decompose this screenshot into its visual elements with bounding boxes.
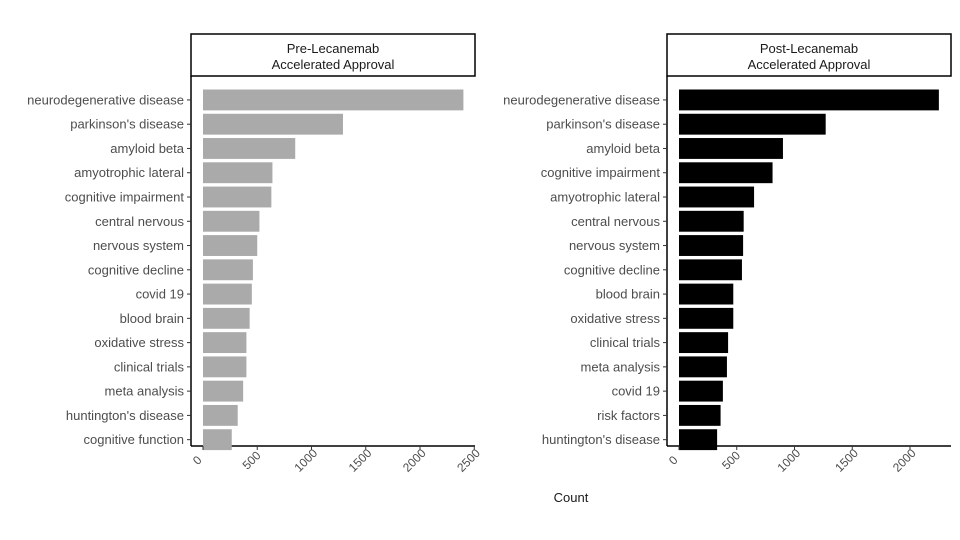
x-tick-label: 2000 — [890, 446, 919, 475]
bar — [203, 235, 258, 256]
category-label: cognitive decline — [88, 262, 184, 277]
category-label: meta analysis — [105, 384, 185, 399]
category-label: cognitive impairment — [541, 165, 661, 180]
bar — [679, 380, 723, 402]
x-tick-label: 1000 — [774, 446, 803, 475]
x-tick-label: 500 — [719, 448, 743, 472]
bar — [203, 186, 272, 208]
facet-title-line2: Accelerated Approval — [748, 57, 871, 72]
category-label: clinical trials — [590, 335, 661, 350]
bar — [679, 186, 755, 208]
category-label: nervous system — [93, 238, 184, 253]
category-label: neurodegenerative disease — [27, 92, 184, 107]
bar — [203, 138, 296, 159]
bar — [203, 404, 238, 426]
x-tick-label: 1000 — [291, 446, 320, 475]
bar — [679, 332, 729, 354]
category-label: cognitive function — [84, 432, 184, 447]
facet-title-line1: Pre-Lecanemab — [287, 41, 380, 56]
bar — [203, 283, 252, 305]
category-label: cognitive decline — [564, 262, 660, 277]
bar — [203, 429, 232, 451]
category-label: neurodegenerative disease — [503, 92, 660, 107]
category-label: huntington's disease — [66, 408, 184, 423]
category-label: central nervous — [571, 214, 660, 229]
category-label: amyotrophic lateral — [550, 190, 660, 205]
bar — [203, 89, 464, 111]
x-tick-label: 0 — [666, 453, 681, 468]
bar — [203, 210, 260, 232]
x-tick-label: 500 — [240, 448, 264, 472]
category-label: huntington's disease — [542, 432, 660, 447]
facet-title-line1: Post-Lecanemab — [760, 41, 858, 56]
category-label: blood brain — [120, 311, 184, 326]
bar — [679, 89, 939, 111]
category-label: covid 19 — [136, 287, 184, 302]
x-tick-label: 1500 — [346, 446, 375, 475]
bar — [679, 259, 742, 281]
category-label: cognitive impairment — [65, 190, 185, 205]
bar — [203, 113, 343, 135]
facet-strip — [190, 33, 476, 77]
bar — [203, 307, 250, 329]
bar — [679, 113, 826, 135]
category-label: amyloid beta — [110, 141, 184, 156]
category-label: parkinson's disease — [70, 117, 184, 132]
x-tick-label: 0 — [190, 453, 205, 468]
x-axis-title: Count — [554, 490, 589, 505]
bar — [203, 332, 247, 354]
category-label: meta analysis — [581, 359, 661, 374]
bar — [679, 162, 773, 184]
category-label: clinical trials — [114, 359, 185, 374]
category-label: oxidative stress — [570, 311, 660, 326]
facet-strip — [666, 33, 952, 77]
bar — [203, 380, 244, 402]
bar — [679, 307, 734, 329]
bar — [203, 356, 247, 378]
category-label: amyloid beta — [586, 141, 660, 156]
category-label: blood brain — [596, 287, 660, 302]
bar — [679, 283, 734, 305]
category-label: parkinson's disease — [546, 117, 660, 132]
bar — [203, 259, 253, 281]
bar — [679, 404, 721, 426]
category-label: amyotrophic lateral — [74, 165, 184, 180]
bar — [679, 138, 783, 159]
bar — [679, 429, 718, 451]
x-tick-label: 1500 — [832, 446, 861, 475]
bar — [679, 235, 744, 256]
category-label: central nervous — [95, 214, 184, 229]
category-label: risk factors — [597, 408, 660, 423]
facet-title-line2: Accelerated Approval — [272, 57, 395, 72]
category-label: oxidative stress — [94, 335, 184, 350]
category-label: nervous system — [569, 238, 660, 253]
bar — [679, 356, 727, 378]
bar — [203, 162, 273, 184]
bar — [679, 210, 744, 232]
x-tick-label: 2500 — [454, 446, 483, 475]
category-label: covid 19 — [612, 384, 660, 399]
x-tick-label: 2000 — [400, 446, 429, 475]
